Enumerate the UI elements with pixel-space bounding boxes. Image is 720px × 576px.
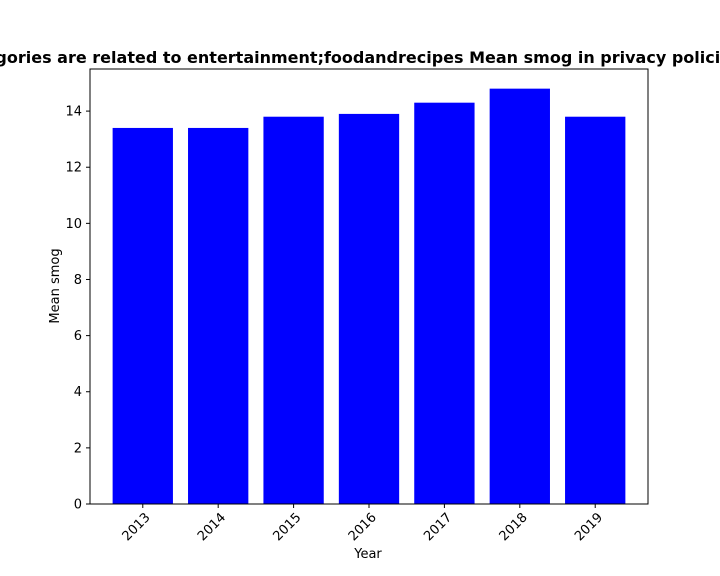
x-tick-label: 2013 xyxy=(120,510,154,544)
x-axis-ticks: 2013 2014 2015 2016 2017 2018 2019 xyxy=(120,504,606,544)
bars xyxy=(112,88,626,505)
bar-2018 xyxy=(489,88,550,505)
y-axis-ticks: 0 2 4 6 8 10 12 14 xyxy=(65,105,90,513)
y-tick-label: 12 xyxy=(65,161,82,176)
chart-title: Apps whose categories are related to ent… xyxy=(0,48,720,67)
y-tick-label: 6 xyxy=(74,329,82,344)
y-axis-label: Mean smog xyxy=(48,248,63,323)
y-tick-label: 2 xyxy=(74,441,82,456)
bar-2019 xyxy=(565,116,626,505)
x-tick-label: 2018 xyxy=(497,510,531,544)
y-tick-label: 14 xyxy=(65,105,82,120)
bar-2013 xyxy=(112,127,173,504)
bar-2014 xyxy=(188,127,249,504)
y-tick-label: 4 xyxy=(74,385,82,400)
plot-frame xyxy=(89,68,649,505)
bar-2016 xyxy=(338,113,400,505)
bar-2015 xyxy=(263,116,324,505)
x-axis-label: Year xyxy=(353,547,382,562)
x-tick-label: 2015 xyxy=(270,510,304,544)
y-tick-label: 8 xyxy=(74,273,82,288)
x-tick-label: 2017 xyxy=(421,510,455,544)
y-tick-label: 0 xyxy=(74,498,82,513)
x-tick-label: 2016 xyxy=(346,510,380,544)
x-tick-label: 2014 xyxy=(195,510,229,544)
y-tick-label: 10 xyxy=(65,217,82,232)
x-tick-label: 2019 xyxy=(572,510,606,544)
bar-2017 xyxy=(414,102,475,505)
